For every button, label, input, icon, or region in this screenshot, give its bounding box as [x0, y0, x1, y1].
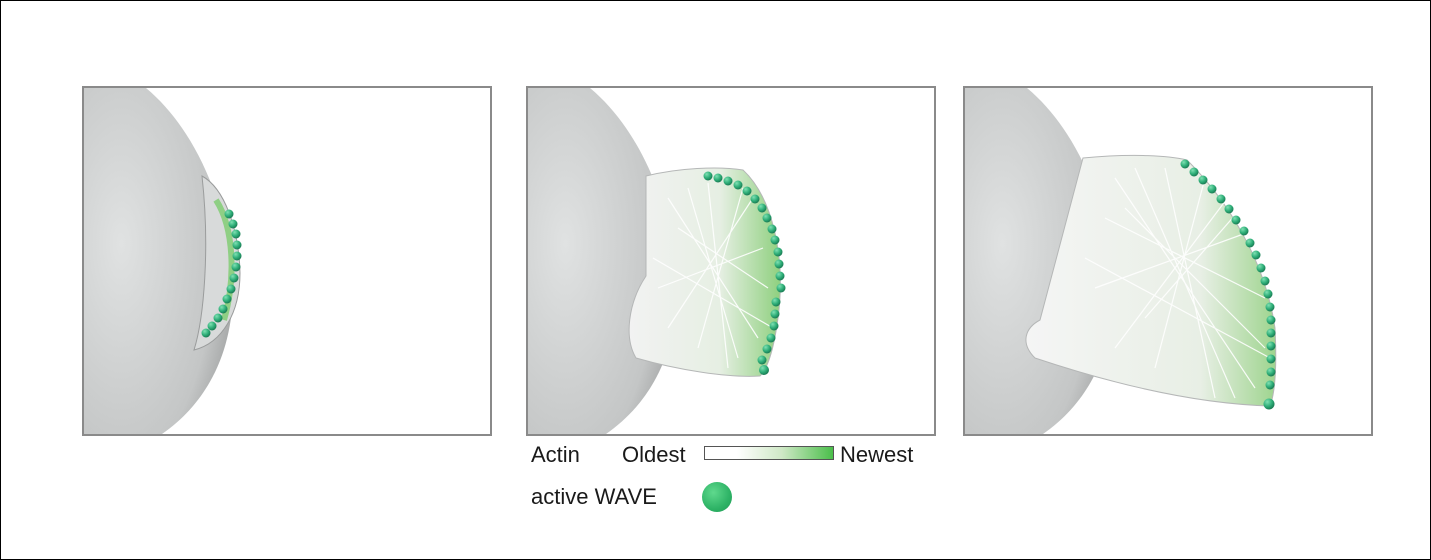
legend-actin-label: Actin — [531, 442, 580, 467]
legend-wave-label: active WAVE — [531, 484, 657, 509]
panel-early-protrusion — [82, 86, 492, 436]
actin-age-gradient-bar — [704, 446, 834, 460]
legend-newest-label: Newest — [840, 442, 914, 467]
active-wave-marker — [702, 482, 732, 512]
wave-beads — [1180, 159, 1276, 410]
actin-new-edge — [213, 198, 235, 321]
actin-network — [1084, 167, 1271, 399]
actin-network — [652, 182, 774, 369]
panel-1-illustration — [84, 88, 242, 434]
panel-intermediate-protrusion — [526, 86, 936, 436]
panel-3-illustration — [965, 88, 1277, 434]
legend-oldest-label: Oldest — [622, 442, 686, 467]
panel-extended-lamellipodium — [963, 86, 1373, 436]
panel-2-illustration — [528, 88, 786, 434]
wave-beads — [703, 171, 786, 375]
wave-beads — [201, 209, 242, 338]
